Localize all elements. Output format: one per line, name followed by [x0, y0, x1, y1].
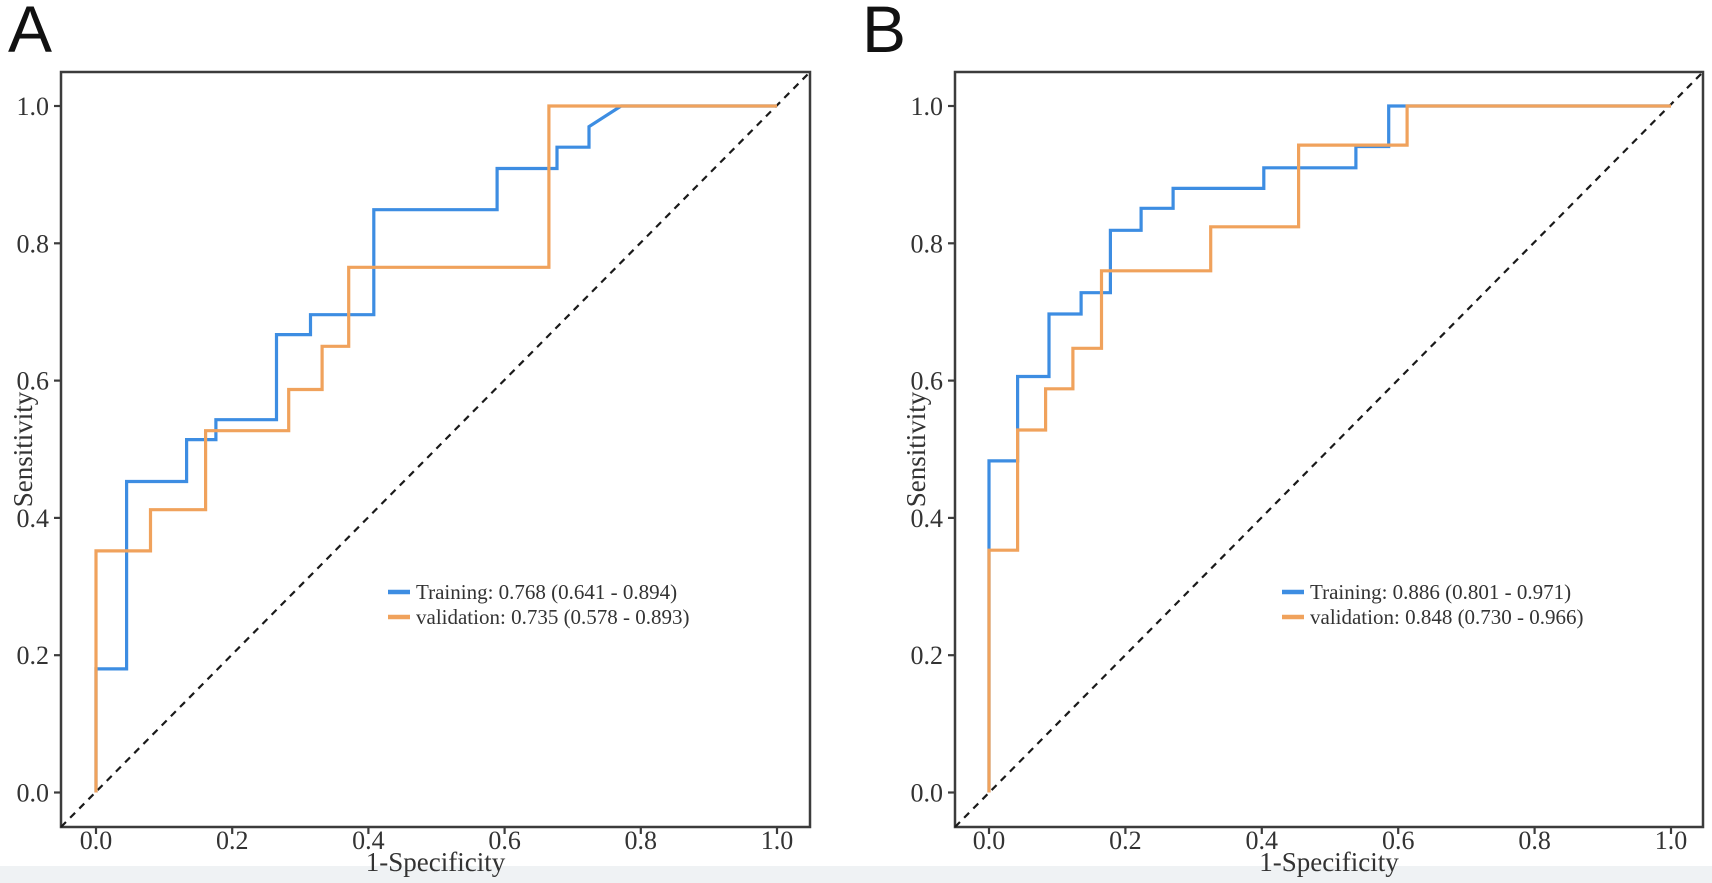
x-axis-tick-label: 0.4: [1246, 826, 1279, 855]
x-axis-tick-label: 0.4: [352, 826, 385, 855]
y-axis-tick-label: 1.0: [17, 92, 50, 121]
x-axis-tick-label: 0.0: [80, 826, 113, 855]
panel-B-diagonal-reference-line: [954, 71, 1704, 828]
roc-curve-validation-panel-B: [987, 104, 1671, 793]
panel-letter-A: A: [8, 0, 52, 66]
x-axis-tick-label: 1.0: [761, 826, 794, 855]
roc-curve-training-panel-B: [987, 104, 1671, 793]
x-axis-title: 1-Specificity: [1259, 847, 1399, 877]
y-axis-tick-label: 1.0: [911, 92, 944, 121]
x-axis-tick-label: 0.8: [625, 826, 658, 855]
figure-bottom-strip: [0, 866, 1712, 883]
legend-label-training: Training: 0.886 (0.801 - 0.971): [1310, 580, 1571, 604]
x-axis-tick-label: 0.6: [1382, 826, 1415, 855]
x-axis-tick-label: 0.8: [1518, 826, 1551, 855]
x-axis-tick-label: 0.0: [973, 826, 1006, 855]
x-axis-tick-label: 1.0: [1655, 826, 1688, 855]
panel-B-border: [953, 70, 1705, 829]
x-axis-title: 1-Specificity: [366, 847, 506, 877]
y-axis-tick-label: 0.0: [17, 779, 50, 808]
y-axis-tick-label: 0.6: [911, 367, 944, 396]
x-axis-tick-label: 0.2: [1109, 826, 1142, 855]
roc-curve-training-panel-A: [94, 104, 777, 793]
y-axis-tick-label: 0.4: [911, 504, 944, 533]
y-axis-title: Sensitivity: [901, 391, 931, 507]
y-axis-tick-label: 0.2: [911, 641, 944, 670]
panel-letter-B: B: [862, 0, 906, 66]
legend-label-validation: validation: 0.848 (0.730 - 0.966): [1310, 605, 1584, 629]
x-axis-tick-label: 0.2: [216, 826, 249, 855]
x-axis-tick-label: 0.6: [488, 826, 521, 855]
y-axis-tick-label: 0.6: [17, 367, 50, 396]
legend-label-training: Training: 0.768 (0.641 - 0.894): [416, 580, 677, 604]
y-axis-tick-label: 0.8: [911, 229, 944, 258]
panel-A-border: [59, 70, 812, 829]
legend-label-validation: validation: 0.735 (0.578 - 0.893): [416, 605, 690, 629]
y-axis-tick-label: 0.4: [17, 504, 50, 533]
y-axis-title: Sensitivity: [8, 391, 38, 507]
y-axis-tick-label: 0.8: [17, 229, 50, 258]
panel-A-diagonal-reference-line: [60, 71, 811, 828]
y-axis-tick-label: 0.0: [911, 779, 944, 808]
y-axis-tick-label: 0.2: [17, 641, 50, 670]
roc-curve-validation-panel-A: [94, 104, 777, 793]
